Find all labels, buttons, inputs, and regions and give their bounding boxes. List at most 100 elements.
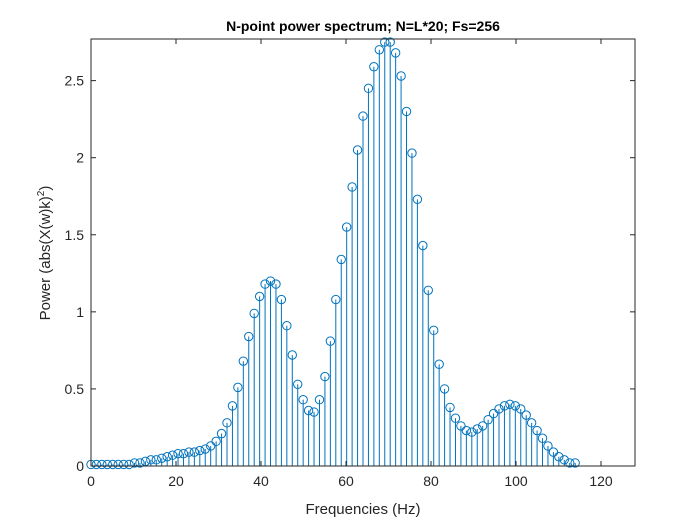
stem-marker — [429, 325, 439, 336]
stem-marker — [352, 145, 363, 155]
stem-marker — [407, 148, 417, 158]
stem-marker — [532, 425, 542, 436]
stem-marker — [461, 425, 472, 436]
stem-marker — [336, 254, 346, 265]
stem-marker — [559, 455, 569, 465]
stem-marker — [271, 279, 281, 289]
stem-marker — [516, 404, 526, 414]
stem-marker — [260, 279, 270, 289]
stem-marker — [298, 395, 308, 405]
stem-marker — [227, 401, 238, 411]
stem-marker — [113, 459, 123, 470]
y-tick-label: 0 — [76, 458, 84, 474]
stem-marker — [195, 445, 205, 456]
y-axis-label: Power (abs(X(w)k)2) — [36, 186, 54, 321]
stem-marker — [287, 350, 297, 360]
stem-marker — [249, 308, 259, 319]
stem-marker — [173, 448, 183, 459]
x-tick-label: 80 — [423, 473, 439, 489]
stem-marker — [233, 382, 243, 393]
stem-marker — [483, 415, 493, 425]
stem-marker — [439, 384, 450, 394]
x-axis-label: Frequencies (Hz) — [305, 501, 420, 518]
stem-marker — [309, 407, 319, 417]
stem-marker — [385, 37, 395, 47]
stem-marker — [390, 48, 401, 58]
y-ticks: 0 0.5 1 1.5 2 2.5 — [65, 73, 635, 474]
stem-marker — [102, 459, 113, 470]
stem-marker — [369, 62, 379, 72]
stem-marker — [178, 448, 189, 459]
stem-marker — [537, 433, 548, 443]
stem-marker — [412, 194, 423, 205]
stem-marker — [456, 421, 466, 431]
x-ticks: 0 20 40 60 80 100 120 — [87, 39, 613, 489]
stem-marker — [570, 458, 580, 468]
stem-marker — [200, 444, 210, 454]
stem-marker — [118, 459, 129, 470]
stem-marker — [91, 459, 102, 470]
stem-marker — [423, 285, 433, 295]
stem-marker — [358, 111, 368, 121]
stem-marker — [510, 401, 521, 411]
x-tick-label: 0 — [87, 473, 95, 489]
stem-marker — [184, 447, 194, 457]
stem-marker — [341, 222, 352, 232]
stem-marker — [543, 441, 553, 451]
x-tick-label: 100 — [504, 473, 528, 489]
stem-markers — [86, 37, 580, 470]
stem-marker — [445, 402, 455, 413]
stem-marker — [151, 455, 161, 465]
stem-marker — [548, 447, 559, 457]
stem-marker — [467, 427, 477, 437]
stem-marker — [325, 336, 336, 346]
stem-marker — [216, 428, 227, 439]
stem-marker — [347, 182, 357, 192]
y-axis-label-superscript: 2 — [36, 190, 47, 196]
stem-marker — [162, 452, 172, 462]
y-tick-label: 1.5 — [65, 227, 85, 243]
stem-lines — [90, 42, 576, 466]
stem-marker — [363, 83, 374, 94]
stem-marker — [450, 413, 461, 423]
stem-marker — [108, 459, 118, 470]
stem-marker — [380, 37, 390, 47]
stem-marker — [320, 371, 330, 382]
stem-marker — [521, 410, 531, 420]
stem-marker — [418, 240, 428, 251]
stem-marker — [293, 379, 303, 389]
stem-marker — [254, 291, 265, 302]
stem-marker — [129, 458, 140, 468]
stem-marker — [244, 331, 254, 342]
stem-marker — [499, 401, 510, 411]
axes — [90, 38, 636, 467]
y-tick-label: 2 — [76, 150, 84, 166]
stem-marker — [554, 452, 564, 462]
stem-marker — [282, 321, 292, 331]
stem-marker — [211, 436, 221, 447]
stem-marker — [488, 408, 499, 419]
stem-marker — [265, 276, 276, 286]
stem-marker — [124, 459, 134, 470]
stem-marker — [565, 458, 575, 468]
stem-marker — [505, 399, 515, 410]
x-tick-label: 20 — [168, 473, 184, 489]
stem-marker — [167, 450, 178, 460]
stem-marker — [374, 45, 385, 55]
chart-title: N-point power spectrum; N=L*20; Fs=256 — [226, 18, 500, 34]
y-axis-label-suffix: ) — [37, 186, 54, 191]
stem-marker — [157, 453, 167, 463]
stem-marker — [331, 294, 341, 305]
stem-marker — [434, 359, 444, 369]
stem-marker — [494, 404, 504, 414]
x-tick-label: 60 — [338, 473, 354, 489]
stem-marker — [276, 294, 287, 305]
stem-marker — [303, 405, 314, 416]
x-tick-label: 120 — [589, 473, 613, 489]
stem-marker — [314, 395, 325, 405]
stem-marker — [396, 71, 406, 81]
stem-marker — [189, 447, 200, 457]
y-tick-label: 0.5 — [65, 381, 85, 397]
